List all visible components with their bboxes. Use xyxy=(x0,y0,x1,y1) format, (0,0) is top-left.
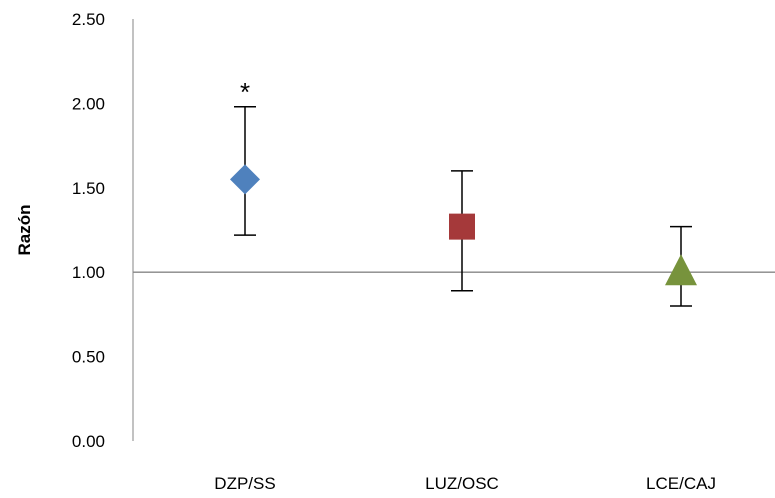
y-tick-label: 0.50 xyxy=(72,348,105,367)
data-point-dzp-ss: * xyxy=(230,77,260,236)
triangle-marker xyxy=(665,254,697,286)
y-tick-label: 1.50 xyxy=(72,179,105,198)
data-point-luz-osc xyxy=(449,170,475,292)
y-tick-label: 2.00 xyxy=(72,94,105,113)
square-marker xyxy=(449,213,475,240)
y-tick-label: 1.00 xyxy=(72,263,105,282)
data-point-lce-caj xyxy=(665,225,697,307)
x-tick-label: DZP/SS xyxy=(214,474,275,493)
data-points: * xyxy=(230,77,697,307)
y-tick-label: 2.50 xyxy=(72,10,105,29)
y-axis-title: Razón xyxy=(15,205,34,256)
x-tick-label: LCE/CAJ xyxy=(646,474,716,493)
diamond-marker xyxy=(230,164,260,195)
y-tick-label: 0.00 xyxy=(72,432,105,451)
x-tick-labels: DZP/SS LUZ/OSC LCE/CAJ xyxy=(214,474,716,493)
x-tick-label: LUZ/OSC xyxy=(425,474,499,493)
y-tick-labels: 0.00 0.50 1.00 1.50 2.00 2.50 xyxy=(72,10,105,451)
significance-annotation: * xyxy=(240,77,250,107)
